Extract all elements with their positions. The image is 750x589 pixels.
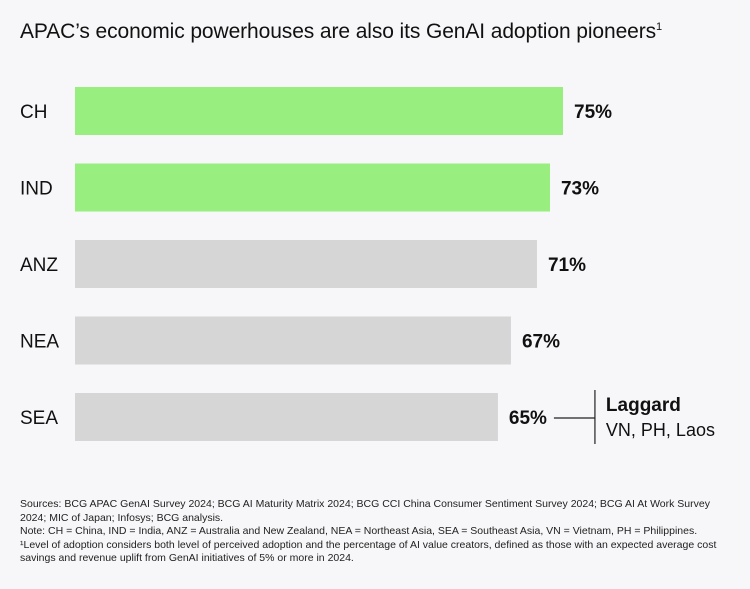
value-label-anz: 71% — [548, 255, 586, 276]
abbreviation-note: Note: CH = China, IND = India, ANZ = Aus… — [20, 525, 698, 538]
footnote-text: ¹Level of adoption considers both level … — [20, 538, 717, 565]
bar-nea — [75, 316, 511, 365]
bar-sea — [75, 393, 498, 441]
category-label-ind: IND — [20, 179, 53, 200]
category-label-nea: NEA — [20, 332, 59, 353]
bar-ch — [75, 87, 563, 135]
annotation-text: VN, PH, Laos — [606, 420, 715, 440]
chart-notes: Sources: BCG APAC GenAI Survey 2024; BCG… — [20, 498, 735, 566]
sources-text: Sources: BCG APAC GenAI Survey 2024; BCG… — [20, 498, 710, 524]
value-label-nea: 67% — [522, 332, 560, 353]
value-label-ind: 73% — [561, 179, 599, 200]
category-label-sea: SEA — [20, 408, 58, 429]
title-footnote-mark: 1 — [656, 21, 663, 33]
category-label-anz: ANZ — [20, 255, 58, 276]
bar-chart: CH 75% IND 73% ANZ 71% NEA 67% SEA 65% Laggard VN, … — [20, 87, 715, 444]
value-label-ch: 75% — [574, 102, 612, 123]
annotation-title: Laggard — [606, 395, 681, 416]
bar-anz — [75, 240, 537, 288]
chart-title: APAC’s economic powerhouses are also its… — [20, 20, 663, 43]
category-label-ch: CH — [20, 102, 47, 123]
bar-ind — [75, 163, 550, 212]
value-label-sea: 65% — [509, 408, 547, 429]
